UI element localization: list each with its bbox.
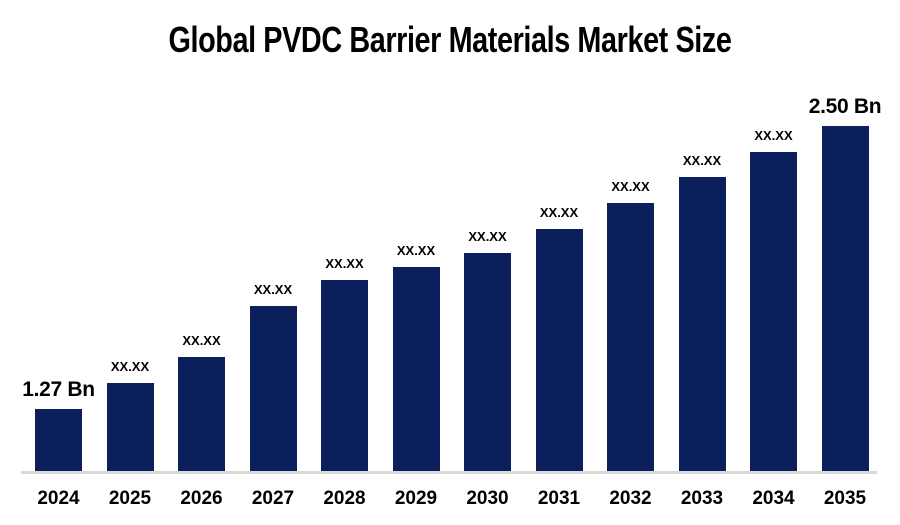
bar-2026: XX.XX 2026 [178, 333, 225, 509]
x-axis-tick-label: 2035 [823, 488, 867, 509]
x-axis-tick-label: 2028 [323, 488, 366, 509]
x-axis-tick-label: 2024 [37, 488, 80, 509]
x-axis-tick-label: 2027 [251, 488, 295, 509]
bar-2032: XX.XX 2032 [607, 179, 654, 509]
x-axis-tick-label: 2025 [108, 488, 152, 509]
bar-value-label: XX.XX [754, 128, 793, 143]
bar-2024: 1.27 Bn 2024 [22, 378, 95, 509]
bar-2034: XX.XX 2034 [750, 128, 797, 509]
bar-value-label: XX.XX [325, 256, 364, 271]
x-axis-tick-label: 2032 [609, 488, 652, 509]
bar-value-label: XX.XX [253, 282, 293, 297]
bar-2025: XX.XX 2025 [106, 359, 154, 509]
x-axis-tick-label: 2029 [394, 488, 438, 509]
x-axis-tick-label: 2034 [752, 488, 795, 509]
bar-2030: XX.XX 2030 [464, 229, 511, 509]
bar-2027: XX.XX 2027 [249, 282, 297, 509]
x-axis-baseline [21, 471, 877, 474]
bar-value-label: XX.XX [182, 333, 221, 348]
bar-value-label: XX.XX [396, 243, 436, 258]
bar-2031: XX.XX 2031 [535, 205, 583, 509]
bar-value-label: XX.XX [611, 179, 650, 194]
bar-value-label: XX.XX [682, 153, 722, 168]
x-axis-tick-label: 2030 [466, 488, 509, 509]
bars: 1.27 Bn 2024 XX.XX 2025 XX.XX 2026 XX.XX 2027 XX… [22, 95, 882, 509]
x-axis-tick-label: 2026 [180, 488, 223, 509]
x-axis-tick-label: 2031 [537, 488, 581, 509]
bar-2033: XX.XX 2033 [678, 153, 726, 509]
bar-2029: XX.XX 2029 [392, 243, 440, 509]
bar-2035: 2.50 Bn 2035 [809, 95, 882, 509]
bar-value-label: XX.XX [539, 205, 579, 220]
chart-title: Global PVDC Barrier Materials Market Siz… [168, 19, 732, 60]
bar-value-label: 2.50 Bn [808, 95, 882, 118]
x-axis-tick-label: 2033 [680, 488, 724, 509]
bar-value-label: XX.XX [468, 229, 507, 244]
bar-2028: XX.XX 2028 [321, 256, 368, 509]
bar-value-label: 1.27 Bn [22, 378, 95, 401]
bar-value-label: XX.XX [110, 359, 150, 374]
